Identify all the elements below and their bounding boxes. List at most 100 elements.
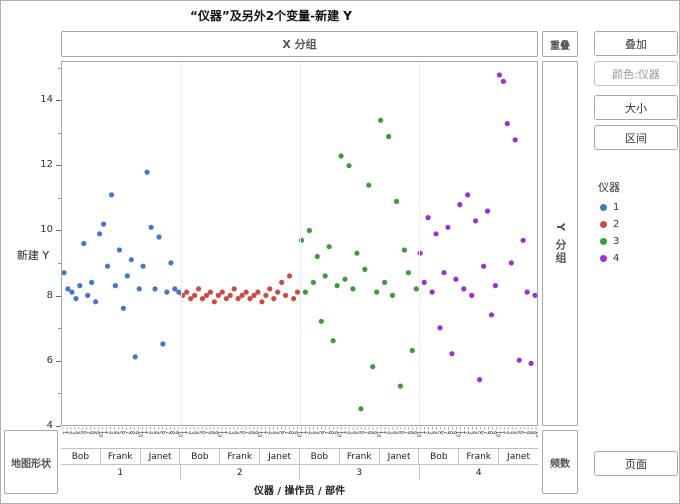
drop-zone-map-shape[interactable]: 地图形状 — [4, 430, 58, 494]
scatter-point[interactable] — [504, 121, 510, 127]
scatter-point[interactable] — [322, 273, 328, 279]
scatter-point[interactable] — [496, 72, 502, 78]
scatter-point[interactable] — [528, 360, 534, 366]
scatter-point[interactable] — [488, 312, 495, 318]
scatter-point[interactable] — [132, 354, 138, 360]
scatter-point[interactable] — [500, 78, 506, 84]
scatter-point[interactable] — [160, 341, 166, 347]
scatter-point[interactable] — [247, 296, 253, 302]
scatter-point[interactable] — [338, 153, 344, 159]
scatter-point[interactable] — [65, 286, 71, 292]
scatter-point[interactable] — [235, 296, 241, 302]
scatter-point[interactable] — [401, 247, 407, 253]
scatter-point[interactable] — [310, 279, 316, 285]
scatter-point[interactable] — [93, 299, 99, 305]
scatter-point[interactable] — [358, 406, 364, 412]
scatter-point[interactable] — [465, 192, 471, 198]
scatter-point[interactable] — [89, 279, 95, 285]
scatter-point[interactable] — [302, 289, 308, 295]
scatter-point[interactable] — [469, 292, 475, 298]
scatter-point[interactable] — [148, 224, 154, 230]
scatter-point[interactable] — [334, 283, 340, 289]
scatter-point[interactable] — [314, 253, 320, 260]
scatter-point[interactable] — [370, 364, 376, 370]
scatter-point[interactable] — [389, 292, 396, 298]
scatter-point[interactable] — [77, 283, 83, 289]
drop-zone-x-group[interactable]: X 分组 — [61, 31, 538, 57]
scatter-point[interactable] — [283, 292, 289, 298]
scatter-point[interactable] — [279, 279, 285, 285]
scatter-point[interactable] — [116, 247, 122, 253]
legend-item[interactable]: 4 — [598, 250, 620, 267]
scatter-point[interactable] — [346, 163, 352, 169]
scatter-point[interactable] — [409, 347, 415, 354]
scatter-point[interactable] — [473, 218, 479, 224]
scatter-point[interactable] — [318, 318, 324, 324]
scatter-point[interactable] — [350, 286, 356, 292]
scatter-point[interactable] — [184, 289, 190, 295]
legend-item[interactable]: 1 — [598, 199, 620, 216]
scatter-point[interactable] — [263, 292, 269, 298]
scatter-point[interactable] — [291, 296, 297, 302]
scatter-point[interactable] — [156, 234, 162, 240]
scatter-point[interactable] — [453, 276, 459, 282]
scatter-point[interactable] — [492, 283, 498, 289]
scatter-point[interactable] — [481, 263, 487, 269]
scatter-point[interactable] — [101, 221, 107, 227]
scatter-point[interactable] — [196, 286, 202, 292]
overlay-button[interactable]: 叠加 — [594, 31, 678, 56]
scatter-point[interactable] — [81, 240, 87, 247]
scatter-point[interactable] — [219, 289, 225, 295]
scatter-point[interactable] — [449, 351, 455, 357]
color-role-button[interactable]: 颜色:仪器 — [594, 61, 678, 86]
scatter-point[interactable] — [437, 325, 443, 331]
scatter-point[interactable] — [73, 296, 79, 302]
scatter-point[interactable] — [112, 283, 118, 289]
scatter-point[interactable] — [168, 260, 174, 266]
scatter-point[interactable] — [251, 292, 257, 298]
scatter-point[interactable] — [124, 273, 130, 279]
scatter-point[interactable] — [287, 273, 293, 279]
scatter-point[interactable] — [433, 231, 439, 237]
page-button[interactable]: 页面 — [594, 451, 678, 476]
scatter-point[interactable] — [405, 270, 411, 276]
scatter-point[interactable] — [215, 292, 221, 298]
interval-button[interactable]: 区间 — [594, 125, 678, 150]
scatter-point[interactable] — [393, 198, 400, 204]
scatter-point[interactable] — [108, 192, 115, 198]
scatter-point[interactable] — [128, 257, 134, 263]
scatter-point[interactable] — [461, 286, 467, 292]
scatter-point[interactable] — [457, 202, 463, 208]
scatter-point[interactable] — [140, 263, 146, 269]
scatter-point[interactable] — [275, 289, 281, 295]
scatter-point[interactable] — [243, 289, 249, 295]
scatter-point[interactable] — [227, 292, 233, 298]
scatter-point[interactable] — [477, 377, 483, 383]
scatter-point[interactable] — [366, 182, 372, 188]
scatter-point[interactable] — [378, 117, 384, 123]
scatter-point[interactable] — [362, 266, 368, 272]
scatter-point[interactable] — [152, 286, 158, 292]
scatter-point[interactable] — [144, 169, 150, 175]
scatter-point[interactable] — [413, 286, 419, 292]
scatter-point[interactable] — [417, 250, 423, 256]
scatter-point[interactable] — [97, 231, 103, 237]
scatter-point[interactable] — [192, 292, 198, 298]
scatter-point[interactable] — [508, 260, 514, 266]
drop-zone-freq[interactable]: 频数 — [542, 430, 578, 494]
scatter-point[interactable] — [386, 133, 392, 140]
scatter-point[interactable] — [120, 305, 126, 311]
scatter-point[interactable] — [532, 292, 538, 298]
scatter-point[interactable] — [306, 227, 312, 234]
scatter-point[interactable] — [294, 289, 301, 295]
scatter-point[interactable] — [61, 270, 67, 276]
scatter-point[interactable] — [520, 237, 526, 243]
scatter-point[interactable] — [429, 289, 435, 295]
scatter-point[interactable] — [354, 250, 360, 256]
scatter-point[interactable] — [172, 286, 178, 292]
scatter-point[interactable] — [397, 383, 403, 389]
size-button[interactable]: 大小 — [594, 95, 678, 120]
scatter-point[interactable] — [342, 276, 348, 282]
scatter-point[interactable] — [211, 299, 217, 305]
scatter-point[interactable] — [484, 208, 491, 214]
